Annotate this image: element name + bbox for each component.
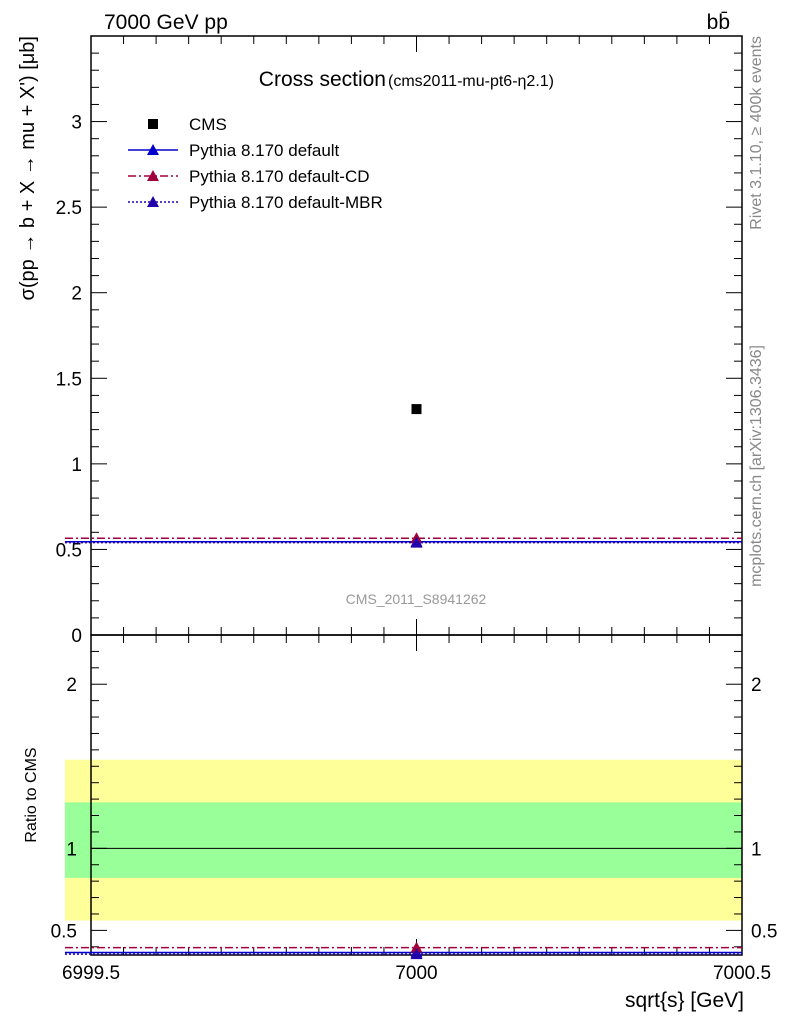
mcplots-label: mcplots.cern.ch [arXiv:1306.3436] [748,345,765,587]
main-y-tick-label: 0 [71,626,82,647]
x-tick-label: 7000.5 [713,963,771,984]
ratio-series [64,941,742,960]
legend-label: Pythia 8.170 default-CD [189,167,370,186]
mc-marker [410,536,423,548]
ratio-y-tick-label: 1 [66,839,77,860]
legend-marker [147,196,159,207]
main-watermark: CMS_2011_S8941262 [346,591,487,607]
main-y-axis-label: σ(pp → b + X → mu + X') [μb] [17,36,39,300]
main-title: Cross section [259,68,386,91]
cms-data-point [411,404,422,415]
main-y-tick-label: 1.5 [56,369,82,390]
main-y-tick-label: 2.5 [56,198,82,219]
main-y-tick-label: 3 [71,113,82,134]
ratio-y-axis-label: Ratio to CMS [23,747,40,842]
ratio-y-tick-label: 2 [66,675,77,696]
header-right-label: bb̄ [707,11,730,34]
ratio-uncertainty-band [64,802,742,878]
ratio-y-tick-label-right: 2 [751,675,762,696]
ratio-y-tick-label-right: 0.5 [751,921,777,942]
x-tick-label: 7000 [395,963,437,984]
main-series [64,404,742,548]
legend-marker [147,144,159,155]
legend-label: CMS [189,115,227,134]
x-tick-label: 6999.5 [62,963,120,984]
ratio-mc-marker [410,941,423,953]
legend-cms-marker [148,119,158,129]
ratio-panel: Ratio to CMS sqrt{s} [GeV] 0.5 0.5 1 1 2 2 699… [23,634,777,1012]
ratio-x-axis-label: sqrt{s} [GeV] [625,989,744,1012]
ratio-bands [64,759,742,921]
ratio-y-tick-label-right: 1 [751,839,762,860]
ratio-y-tick-label: 0.5 [51,921,77,942]
main-subtitle: (cms2011-mu-pt6-η2.1) [388,73,554,90]
legend-marker [147,170,159,181]
main-y-tick-label: 0.5 [56,540,82,561]
ratio-mc-marker [410,948,423,960]
ratio-ticks: 0.5 0.5 1 1 2 2 6999.5 7000 7000.5 [51,635,777,984]
legend-label: Pythia 8.170 default-MBR [189,193,383,212]
rivet-version-label: Rivet 3.1.10, ≥ 400k events [748,36,765,230]
main-y-tick-label: 2 [71,284,82,305]
header-left-label: 7000 GeV pp [104,11,228,34]
main-panel: Cross section (cms2011-mu-pt6-η2.1) CMS_… [17,35,743,647]
main-y-tick-label: 1 [71,455,82,476]
legend-label: Pythia 8.170 default [189,141,340,160]
main-ticks: 0 0.5 1 1.5 2 2.5 3 [56,36,743,647]
legend: CMS Pythia 8.170 default Pythia 8.170 defa… [128,115,383,212]
